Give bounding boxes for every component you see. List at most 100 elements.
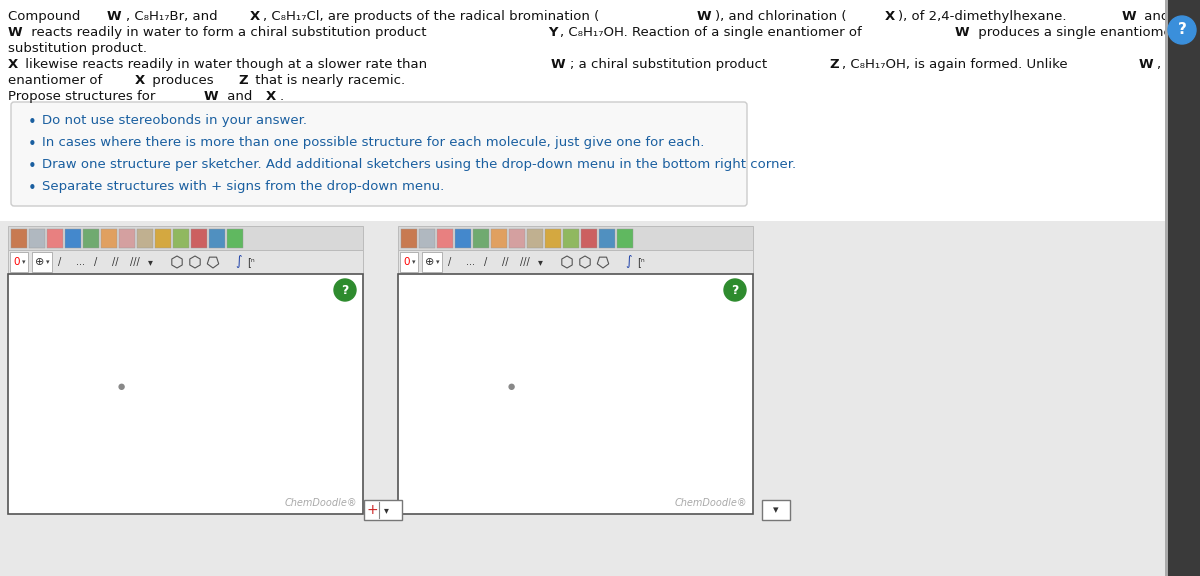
Circle shape (724, 279, 746, 301)
Bar (364, 500, 402, 520)
Text: ⊕: ⊕ (425, 257, 434, 267)
Bar (419, 229, 436, 248)
Text: ⊕: ⊕ (35, 257, 44, 267)
Text: [ⁿ: [ⁿ (637, 257, 644, 267)
Text: Draw one structure per sketcher. Add additional sketchers using the drop-down me: Draw one structure per sketcher. Add add… (42, 158, 796, 171)
Bar (437, 229, 454, 248)
Text: Propose structures for: Propose structures for (8, 90, 160, 103)
Text: /: / (448, 257, 451, 267)
Text: ▾: ▾ (22, 259, 25, 265)
Text: , C₈H₁₇Br, and: , C₈H₁₇Br, and (126, 10, 222, 23)
Text: ChemDoodle®: ChemDoodle® (674, 498, 746, 508)
Text: X: X (266, 90, 276, 103)
Bar (191, 229, 208, 248)
Bar (83, 229, 98, 248)
Text: , C₈H₁₇Cl, are products of the radical bromination (: , C₈H₁₇Cl, are products of the radical b… (263, 10, 599, 23)
Text: Z: Z (829, 58, 839, 71)
Bar (401, 229, 418, 248)
Bar (398, 275, 752, 513)
Bar (10, 252, 28, 272)
Text: W: W (107, 10, 121, 23)
Text: and: and (222, 90, 256, 103)
Text: ///: /// (130, 257, 139, 267)
Bar (617, 229, 634, 248)
Circle shape (119, 384, 124, 389)
Text: ///: /// (520, 257, 529, 267)
Circle shape (509, 384, 514, 389)
Bar (227, 229, 242, 248)
Text: , C₈H₁₇OH, is again formed. Unlike: , C₈H₁₇OH, is again formed. Unlike (842, 58, 1072, 71)
Bar (209, 229, 226, 248)
Text: //: // (502, 257, 509, 267)
Text: ▾: ▾ (436, 259, 439, 265)
Text: ?: ? (731, 283, 739, 297)
Text: ?: ? (341, 283, 349, 297)
Text: •: • (28, 115, 37, 130)
Text: X: X (250, 10, 259, 23)
Text: ), and chlorination (: ), and chlorination ( (715, 10, 847, 23)
Bar (473, 229, 490, 248)
Text: [ⁿ: [ⁿ (247, 257, 254, 267)
Text: Compound: Compound (8, 10, 85, 23)
Text: •: • (28, 181, 37, 196)
Text: W: W (1121, 10, 1136, 23)
Text: W: W (8, 26, 23, 39)
Text: X: X (136, 74, 145, 87)
Bar (563, 229, 580, 248)
Text: ▾: ▾ (412, 259, 415, 265)
Text: ▾: ▾ (148, 257, 152, 267)
Text: Separate structures with + signs from the drop-down menu.: Separate structures with + signs from th… (42, 180, 444, 193)
Bar (509, 229, 526, 248)
Text: ▾: ▾ (773, 505, 779, 515)
Text: enantiomer of: enantiomer of (8, 74, 107, 87)
Bar (8, 226, 364, 250)
Bar (65, 229, 82, 248)
Circle shape (1168, 16, 1196, 44)
Bar (455, 229, 470, 248)
Text: ▾: ▾ (46, 259, 49, 265)
Text: ...: ... (76, 257, 85, 267)
Bar (762, 500, 790, 520)
Text: ), of 2,4-dimethylhexane.: ), of 2,4-dimethylhexane. (899, 10, 1072, 23)
Text: , however, reaction of a single: , however, reaction of a single (1157, 58, 1200, 71)
Text: substitution product.: substitution product. (8, 42, 148, 55)
Text: ...: ... (466, 257, 475, 267)
Text: W: W (955, 26, 970, 39)
Bar (47, 229, 64, 248)
Text: produces: produces (149, 74, 218, 87)
Bar (398, 250, 754, 274)
Text: Z: Z (239, 74, 248, 87)
Bar (119, 229, 134, 248)
Text: ∫: ∫ (625, 256, 631, 268)
Bar (1165, 0, 1200, 576)
Text: •: • (28, 137, 37, 152)
Text: are each chiral.: are each chiral. (1196, 10, 1200, 23)
Bar (173, 229, 190, 248)
Text: Y: Y (548, 26, 557, 39)
Text: X: X (886, 10, 895, 23)
Text: ∫: ∫ (235, 256, 241, 268)
Bar (10, 275, 362, 513)
Text: 0: 0 (13, 257, 19, 267)
Bar (581, 229, 598, 248)
Text: reacts readily in water to form a chiral substitution product: reacts readily in water to form a chiral… (26, 26, 431, 39)
Circle shape (334, 279, 356, 301)
Text: Do not use stereobonds in your answer.: Do not use stereobonds in your answer. (42, 114, 307, 127)
Bar (1165, 0, 1168, 576)
Bar (422, 252, 442, 272)
FancyBboxPatch shape (11, 102, 746, 206)
Text: ; a chiral substitution product: ; a chiral substitution product (570, 58, 770, 71)
Bar (527, 229, 542, 248)
Bar (8, 250, 364, 274)
Text: W: W (696, 10, 712, 23)
Text: W: W (551, 58, 565, 71)
Text: //: // (112, 257, 119, 267)
Text: produces a single enantiomer of: produces a single enantiomer of (974, 26, 1199, 39)
Text: In cases where there is more than one possible structure for each molecule, just: In cases where there is more than one po… (42, 136, 704, 149)
Bar (101, 229, 118, 248)
Text: that is nearly racemic.: that is nearly racemic. (251, 74, 406, 87)
Text: 0: 0 (403, 257, 409, 267)
Bar (32, 252, 52, 272)
Text: X: X (8, 58, 18, 71)
Text: W: W (1139, 58, 1153, 71)
